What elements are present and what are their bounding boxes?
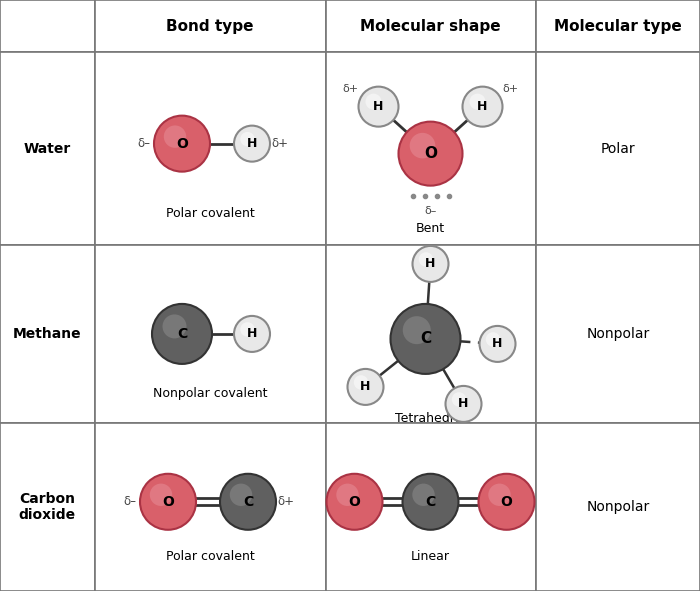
Bar (94, 0, 326, 52)
Circle shape (140, 474, 196, 530)
Circle shape (336, 483, 358, 506)
Bar (536, 0, 700, 52)
Circle shape (162, 314, 186, 339)
Text: H: H (373, 100, 384, 113)
Text: H: H (477, 100, 488, 113)
Circle shape (419, 252, 433, 267)
Bar (94, 245, 326, 423)
Circle shape (347, 369, 384, 405)
Text: C: C (426, 495, 435, 509)
Circle shape (410, 133, 435, 158)
Text: C: C (420, 332, 431, 346)
Circle shape (470, 93, 486, 110)
Bar (0, 0, 94, 52)
Circle shape (326, 474, 382, 530)
Text: Molecular shape: Molecular shape (360, 18, 500, 34)
Text: Nonpolar covalent: Nonpolar covalent (153, 388, 267, 401)
Bar (326, 423, 536, 591)
Text: δ+: δ+ (503, 84, 519, 93)
Text: Bond type: Bond type (167, 18, 253, 34)
Text: δ+: δ+ (272, 137, 288, 150)
Text: H: H (458, 397, 469, 410)
Text: Polar covalent: Polar covalent (166, 550, 254, 563)
Bar (94, 423, 326, 591)
Circle shape (402, 316, 430, 344)
Text: H: H (247, 327, 257, 340)
Circle shape (402, 474, 458, 530)
Bar (326, 0, 536, 52)
Circle shape (220, 474, 276, 530)
Text: δ+: δ+ (277, 495, 295, 508)
Circle shape (489, 483, 511, 506)
Circle shape (240, 132, 255, 147)
Text: H: H (247, 137, 257, 150)
Circle shape (234, 316, 270, 352)
Bar (536, 245, 700, 423)
Text: Nonpolar: Nonpolar (586, 500, 650, 514)
Text: δ–: δ– (137, 137, 150, 150)
Text: O: O (162, 495, 174, 509)
Circle shape (445, 386, 482, 422)
Text: O: O (500, 495, 512, 509)
Text: Water: Water (24, 142, 71, 155)
Text: Methane: Methane (13, 327, 82, 341)
Text: Polar: Polar (601, 142, 635, 155)
Text: Carbon
dioxide: Carbon dioxide (19, 492, 76, 522)
Text: δ–: δ– (123, 495, 136, 508)
Circle shape (480, 326, 515, 362)
Circle shape (240, 322, 255, 337)
Circle shape (365, 93, 382, 110)
Bar (94, 52, 326, 245)
Circle shape (412, 483, 435, 506)
Circle shape (358, 87, 398, 126)
Bar (536, 52, 700, 245)
Text: Nonpolar: Nonpolar (586, 327, 650, 341)
Circle shape (452, 392, 466, 407)
Bar (0, 52, 94, 245)
Text: O: O (424, 146, 437, 161)
Text: Tetrahedral: Tetrahedral (395, 413, 466, 426)
Circle shape (486, 332, 500, 346)
Text: H: H (360, 381, 371, 394)
Text: O: O (349, 495, 361, 509)
Text: O: O (176, 137, 188, 151)
Text: Bent: Bent (416, 222, 445, 235)
Circle shape (463, 87, 503, 126)
Text: Polar covalent: Polar covalent (166, 207, 254, 220)
Text: Linear: Linear (411, 550, 450, 563)
Text: H: H (426, 258, 435, 271)
Circle shape (164, 125, 186, 148)
Bar (326, 52, 536, 245)
Circle shape (230, 483, 252, 506)
Circle shape (150, 483, 172, 506)
Text: δ+: δ+ (342, 84, 358, 93)
Circle shape (152, 304, 212, 364)
Circle shape (391, 304, 461, 374)
Text: Molecular type: Molecular type (554, 18, 682, 34)
Circle shape (479, 474, 535, 530)
Text: δ–: δ– (424, 206, 437, 216)
Bar (536, 423, 700, 591)
Circle shape (354, 375, 368, 389)
Circle shape (154, 116, 210, 171)
Text: C: C (243, 495, 253, 509)
Text: H: H (492, 337, 503, 350)
Bar (326, 245, 536, 423)
Bar (0, 423, 94, 591)
Text: C: C (177, 327, 187, 341)
Circle shape (234, 126, 270, 161)
Circle shape (398, 122, 463, 186)
Bar (0, 245, 94, 423)
Circle shape (412, 246, 449, 282)
